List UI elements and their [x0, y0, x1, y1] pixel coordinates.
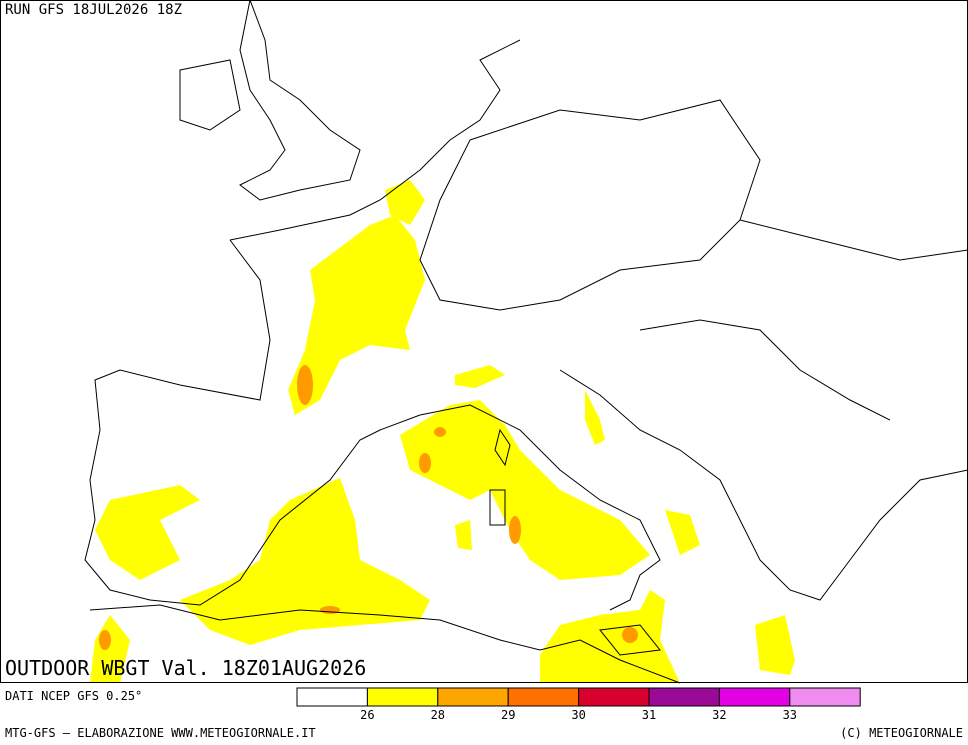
legend-swatch: [507, 687, 580, 707]
legend-label: 28: [431, 708, 445, 722]
legend-label: 29: [501, 708, 515, 722]
legend-swatch: [437, 687, 509, 707]
map-title: OUTDOOR WBGT Val. 18Z01AUG2026: [5, 656, 366, 680]
legend-swatch: [578, 687, 650, 707]
legend-swatch: [648, 687, 720, 707]
coastlines: [84, 0, 968, 684]
legend-swatch: [789, 687, 861, 707]
legend-label: 31: [642, 708, 656, 722]
source: DATI NCEP GFS 0.25°: [5, 689, 142, 703]
copyright: (C) METEOGIORNALE: [840, 726, 963, 740]
legend-label: 30: [571, 708, 585, 722]
legend-label: 33: [783, 708, 797, 722]
legend-swatch: [718, 687, 791, 707]
legend-label: 26: [360, 708, 374, 722]
map: RUN GFS 18JUL2026 18Z OUTDOOR WBGT Val. …: [0, 0, 968, 684]
credit: MTG-GFS — ELABORAZIONE WWW.METEOGIORNALE…: [5, 726, 316, 740]
legend: 26 28 29 30 31 32 33: [296, 687, 861, 722]
legend-label: 32: [712, 708, 726, 722]
legend-swatch: [296, 687, 368, 707]
run-label: RUN GFS 18JUL2026 18Z: [5, 2, 182, 18]
legend-swatch: [366, 687, 439, 707]
